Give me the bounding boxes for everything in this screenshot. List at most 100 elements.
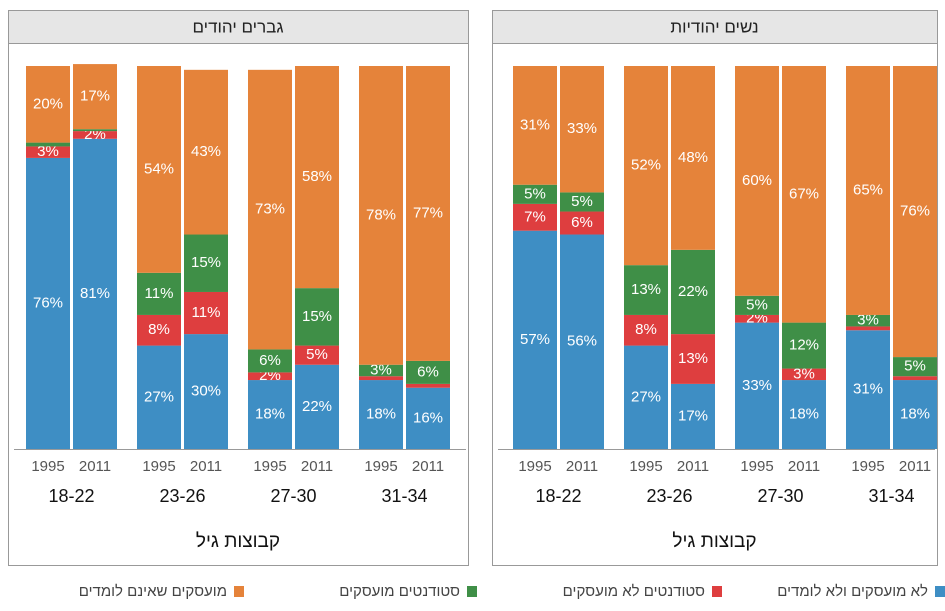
x-tick-label: 1995: [142, 458, 175, 475]
x-axis-title: קבוצות גיל: [672, 531, 756, 552]
data-label: 52%: [631, 157, 661, 174]
bar-segment: [73, 129, 117, 132]
bar-segment: [26, 66, 70, 143]
data-label: 5%: [746, 296, 768, 313]
data-label: 17%: [678, 407, 708, 424]
data-label: 16%: [413, 409, 443, 426]
x-tick-label: 1995: [364, 458, 397, 475]
group-label: 18-22: [48, 486, 94, 506]
data-label: 67%: [789, 185, 819, 202]
bar-segment: [26, 146, 70, 158]
legend-label: מועסקים שאינם לומדים: [79, 583, 227, 600]
group-label: 18-22: [535, 486, 581, 506]
group-label: 27-30: [757, 486, 803, 506]
bar-segment: [248, 372, 292, 381]
bar-segment: [73, 64, 117, 130]
data-label: 31%: [520, 116, 550, 133]
bar-segment: [560, 66, 604, 193]
bar-segment: [846, 66, 890, 315]
data-label: 6%: [571, 214, 593, 231]
data-label: 6%: [259, 352, 281, 369]
group-label: 23-26: [646, 486, 692, 506]
data-label: 11%: [192, 304, 221, 321]
bar-segment: [624, 345, 668, 449]
data-label: 3%: [793, 365, 815, 382]
bar-segment: [295, 364, 339, 449]
bar-segment: [406, 387, 450, 449]
x-tick-label: 1995: [518, 458, 551, 475]
data-label: 54%: [144, 160, 174, 177]
data-label: 5%: [306, 346, 328, 363]
data-label: 18%: [900, 405, 930, 422]
bar-segment: [893, 357, 937, 377]
bar-segment: [782, 66, 826, 323]
x-tick-label: 2011: [301, 458, 333, 475]
bar-segment: [184, 69, 228, 235]
bar-segment: [137, 345, 181, 449]
data-label: 15%: [191, 254, 221, 271]
data-label: 15%: [302, 308, 332, 325]
data-label: 13%: [631, 281, 661, 298]
legend-label: סטודנטים לא מועסקים: [563, 583, 705, 600]
bar-segment: [406, 383, 450, 388]
data-label: 3%: [370, 361, 392, 378]
data-label: 12%: [789, 337, 819, 354]
data-label: 3%: [37, 143, 59, 160]
x-tick-label: 1995: [31, 458, 64, 475]
bar-segment: [406, 66, 450, 361]
bar-segment: [782, 368, 826, 381]
data-label: 27%: [144, 388, 174, 405]
data-label: 18%: [255, 405, 285, 422]
data-label: 18%: [789, 405, 819, 422]
bar-segment: [26, 157, 70, 450]
data-label: 57%: [520, 331, 550, 348]
bar-segment: [624, 66, 668, 266]
data-label: 33%: [742, 377, 772, 394]
bar-segment: [560, 234, 604, 449]
bar-segment: [782, 322, 826, 369]
data-label: 3%: [857, 312, 879, 329]
bar-segment: [846, 330, 890, 449]
data-label: 31%: [853, 381, 883, 398]
x-tick-label: 1995: [629, 458, 662, 475]
group-label: 31-34: [381, 486, 427, 506]
bar-segment: [782, 380, 826, 449]
group-label: 27-30: [270, 486, 316, 506]
bar-segment: [671, 249, 715, 335]
data-label: 27%: [631, 388, 661, 405]
data-label: 8%: [635, 321, 657, 338]
bar-segment: [671, 66, 715, 250]
data-label: 43%: [191, 143, 221, 160]
bar-segment: [26, 142, 70, 147]
legend-swatch: [234, 586, 244, 597]
bar-segment: [73, 138, 117, 449]
x-tick-label: 2011: [788, 458, 820, 475]
data-label: 48%: [678, 149, 708, 166]
x-tick-label: 2011: [412, 458, 444, 475]
bar-segment: [624, 265, 668, 315]
data-label: 7%: [524, 208, 546, 225]
x-tick-label: 1995: [740, 458, 773, 475]
data-label: 60%: [742, 172, 772, 189]
bar-segment: [248, 69, 292, 350]
bar-segment: [846, 314, 890, 327]
bar-segment: [513, 184, 557, 204]
data-label: 81%: [80, 285, 110, 302]
data-label: 30%: [191, 383, 221, 400]
data-label: 11%: [145, 285, 174, 302]
bar-segment: [184, 334, 228, 449]
panel-header: [8, 10, 469, 44]
group-label: 23-26: [159, 486, 205, 506]
data-label: 17%: [80, 88, 110, 105]
bar-segment: [137, 314, 181, 346]
panel-header: [492, 10, 938, 44]
panel-title: נשים יהודיות: [670, 17, 758, 36]
legend-label: סטודנטים מועסקים: [339, 583, 460, 600]
bar-segment: [248, 349, 292, 373]
bar-segment: [359, 380, 403, 449]
bar-segment: [184, 291, 228, 335]
data-label: 33%: [567, 120, 597, 137]
bar-segment: [359, 376, 403, 381]
data-label: 18%: [366, 405, 396, 422]
bar-segment: [513, 230, 557, 449]
